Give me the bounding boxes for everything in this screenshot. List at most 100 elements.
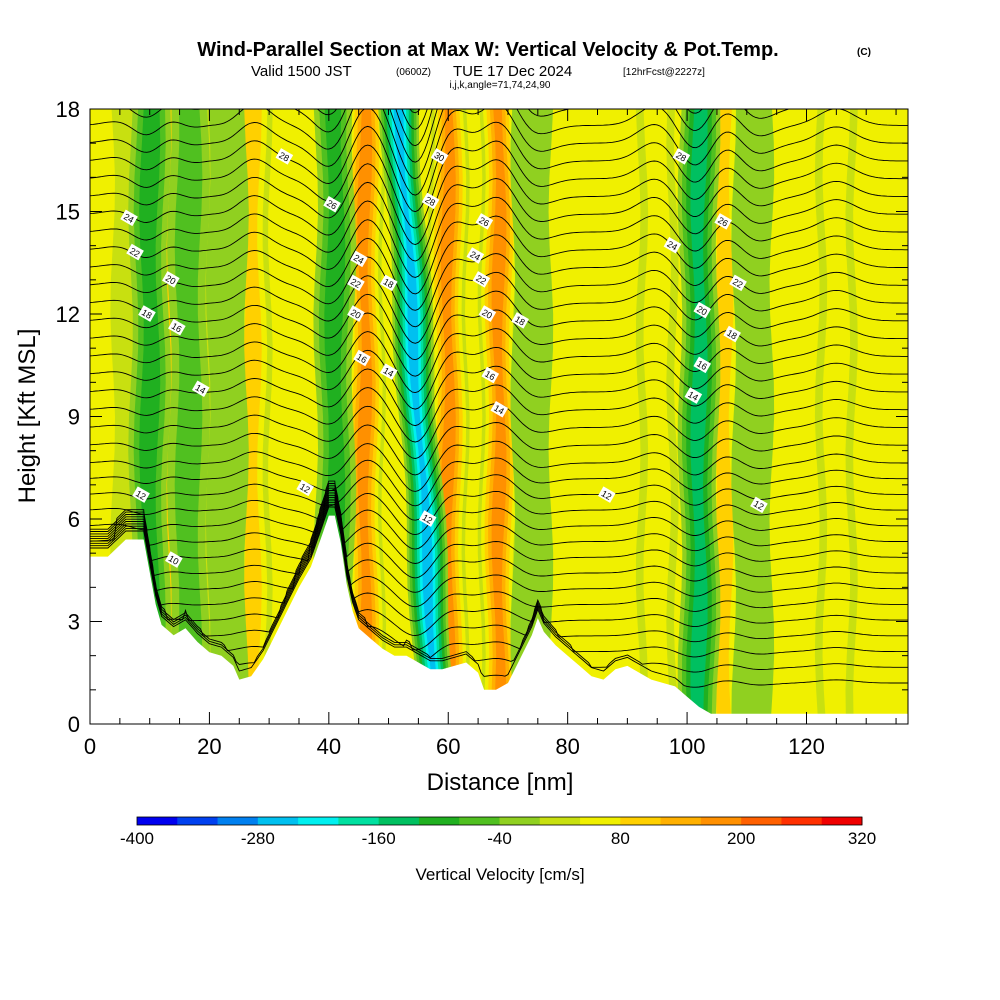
isentrope-label-bg bbox=[296, 479, 314, 497]
isentrope-label: 14 bbox=[684, 387, 703, 404]
velocity-band bbox=[205, 109, 249, 724]
isentrope-label-text: 12 bbox=[298, 481, 312, 495]
isentrope-label: 16 bbox=[693, 356, 712, 374]
y-tick-label: 0 bbox=[68, 712, 80, 737]
isentrope-label-text: 24 bbox=[468, 249, 482, 263]
copyright-mark: (C) bbox=[857, 47, 871, 58]
y-axis-label: Height [Kft MSL] bbox=[14, 329, 41, 504]
valid-line: Valid 1500 JST (0600Z) TUE 17 Dec 2024 [… bbox=[251, 63, 705, 80]
isentrope-line bbox=[90, 309, 908, 377]
isentrope-label-bg bbox=[353, 349, 371, 367]
isentrope-label: 12 bbox=[750, 496, 768, 514]
isentrope-label: 12 bbox=[418, 510, 437, 527]
isentrope-label: 20 bbox=[478, 305, 497, 322]
isentrope-label-text: 20 bbox=[164, 273, 178, 287]
isentrope-label-bg bbox=[168, 319, 186, 336]
isentrope-line bbox=[90, 109, 908, 196]
isentrope-label-text: 20 bbox=[349, 307, 363, 321]
colorbar-swatch bbox=[177, 817, 219, 825]
isentrope-label-text: 18 bbox=[382, 276, 396, 290]
colorbar-swatch bbox=[741, 817, 782, 825]
colorbar-swatch bbox=[459, 817, 500, 825]
velocity-band bbox=[731, 109, 775, 724]
isentrope-label-text: 22 bbox=[349, 276, 363, 290]
isentrope-line bbox=[90, 499, 908, 651]
isentrope-label-bg bbox=[430, 148, 449, 165]
x-tick-label: 40 bbox=[317, 734, 341, 759]
velocity-band bbox=[690, 109, 708, 724]
isentrope-label: 28 bbox=[275, 148, 294, 165]
isentrope-label-text: 12 bbox=[134, 488, 148, 502]
colorbar-swatch bbox=[700, 817, 742, 825]
y-axis: 0 3 6 9 12 15 18 bbox=[56, 97, 908, 737]
isentrope-label-bg bbox=[723, 325, 741, 343]
isentrope-label: 18 bbox=[138, 305, 156, 322]
isentrope-label-bg bbox=[418, 510, 437, 527]
velocity-band bbox=[491, 109, 507, 724]
isentrope-label: 30 bbox=[430, 148, 449, 165]
isentrope-label: 28 bbox=[421, 192, 440, 210]
colorbar-swatch bbox=[338, 817, 380, 825]
isentrope-label: 20 bbox=[693, 301, 712, 319]
isentrope-label-text: 16 bbox=[170, 321, 184, 335]
isentrope-label: 22 bbox=[729, 274, 747, 292]
isentrope-label: 26 bbox=[475, 213, 494, 230]
isentrope-line bbox=[90, 480, 908, 536]
isentrope-line bbox=[90, 140, 908, 229]
y-tick-label: 3 bbox=[68, 610, 80, 635]
isentrope-label-text: 28 bbox=[277, 150, 291, 164]
isentrope-label-bg bbox=[729, 274, 747, 292]
isentrope-label-bg bbox=[191, 380, 210, 398]
x-tick-label: 100 bbox=[669, 734, 706, 759]
x-tick-label: 120 bbox=[788, 734, 825, 759]
isentrope-label-bg bbox=[490, 401, 509, 418]
isentrope-line bbox=[90, 490, 908, 593]
colorbar-swatch bbox=[137, 817, 178, 825]
isentrope-line bbox=[90, 440, 908, 492]
colorbar-swatch bbox=[298, 817, 339, 825]
isentrope-label: 22 bbox=[126, 243, 144, 261]
isentrope-line bbox=[90, 271, 908, 344]
isentrope-label: 14 bbox=[379, 363, 398, 380]
colorbar-swatch bbox=[660, 817, 702, 825]
isentrope-label-bg bbox=[475, 213, 494, 230]
isentrope-label: 24 bbox=[663, 237, 682, 254]
isentrope-label-text: 16 bbox=[483, 369, 497, 383]
x-axis: 0 20 40 60 80 100 120 bbox=[84, 109, 897, 759]
isentrope-label-text: 20 bbox=[695, 304, 709, 318]
isentrope-label-bg bbox=[275, 148, 294, 165]
isentrope-label: 20 bbox=[347, 305, 365, 322]
isentrope-label-text: 14 bbox=[382, 365, 396, 379]
isentrope-label-bg bbox=[478, 305, 497, 322]
isentrope-label-bg bbox=[347, 305, 365, 322]
isentrope-line bbox=[409, 109, 421, 114]
isentrope-label: 16 bbox=[168, 319, 186, 336]
isentrope-label: 24 bbox=[350, 250, 368, 268]
colorbar: -400 -280 -160 -40 80 200 320 bbox=[120, 816, 876, 848]
colorbar-tick-label: 200 bbox=[727, 829, 755, 848]
isentrope-label-bg bbox=[323, 196, 341, 213]
isentrope-line bbox=[90, 234, 908, 311]
colorbar-swatch bbox=[418, 817, 460, 825]
y-tick-label: 6 bbox=[68, 507, 80, 532]
isentrope-line bbox=[90, 196, 908, 278]
x-tick-label: 20 bbox=[197, 734, 221, 759]
colorbar-tick-label: 80 bbox=[611, 829, 630, 848]
isentrope-label-text: 28 bbox=[423, 194, 437, 208]
forecast-note: [12hrFcst@2227z] bbox=[623, 67, 705, 78]
x-axis-label: Distance [nm] bbox=[427, 769, 574, 796]
isentrope-label: 22 bbox=[472, 271, 491, 288]
isentrope-label: 20 bbox=[162, 271, 180, 288]
isentrope-label-bg bbox=[138, 305, 156, 322]
isentrope-label-bg bbox=[347, 274, 365, 292]
y-tick-label: 12 bbox=[56, 302, 80, 327]
grid-indices: i,j,k,angle=71,74,24,90 bbox=[450, 80, 551, 91]
isentrope-label-text: 16 bbox=[695, 358, 709, 372]
isentrope-label: 12 bbox=[597, 486, 616, 503]
y-tick-label: 18 bbox=[56, 97, 80, 122]
isentrope-line bbox=[90, 474, 908, 521]
isentrope-label-bg bbox=[472, 271, 491, 288]
isentrope-label: 16 bbox=[353, 349, 371, 367]
isentrope-line bbox=[90, 494, 908, 622]
